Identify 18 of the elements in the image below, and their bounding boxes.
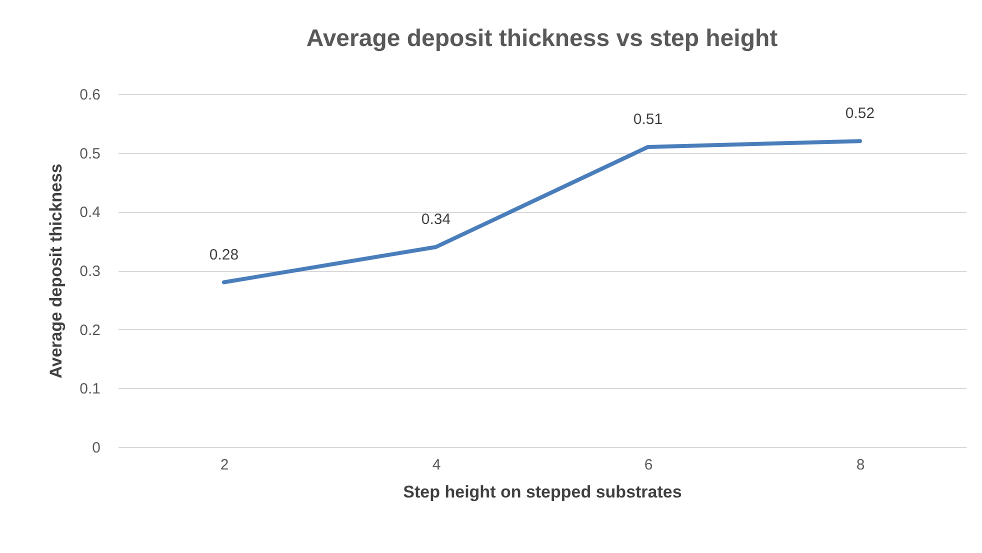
y-tick-label: 0.1 — [80, 380, 100, 398]
x-tick-label: 6 — [644, 456, 653, 474]
y-tick-label: 0.2 — [80, 322, 100, 339]
x-tick-label: 2 — [220, 456, 229, 474]
y-tick-label: 0 — [92, 440, 100, 456]
data-label: 0.28 — [209, 246, 239, 264]
x-tick-label: 8 — [856, 456, 865, 474]
data-label: 0.34 — [421, 210, 451, 228]
x-tick-label: 4 — [432, 456, 441, 474]
data-label: 0.51 — [633, 110, 663, 128]
y-tick-label: 0.5 — [80, 145, 100, 162]
x-axis-title: Step height on stepped substrates — [403, 482, 682, 502]
data-label: 0.52 — [845, 105, 875, 122]
y-tick-label: 0.6 — [80, 86, 100, 104]
y-tick-label: 0.3 — [80, 263, 100, 280]
y-tick-label: 0.4 — [80, 204, 100, 222]
chart-title: Average deposit thickness vs step height — [306, 25, 778, 52]
y-axis-title: Average deposit thickness — [46, 164, 66, 378]
